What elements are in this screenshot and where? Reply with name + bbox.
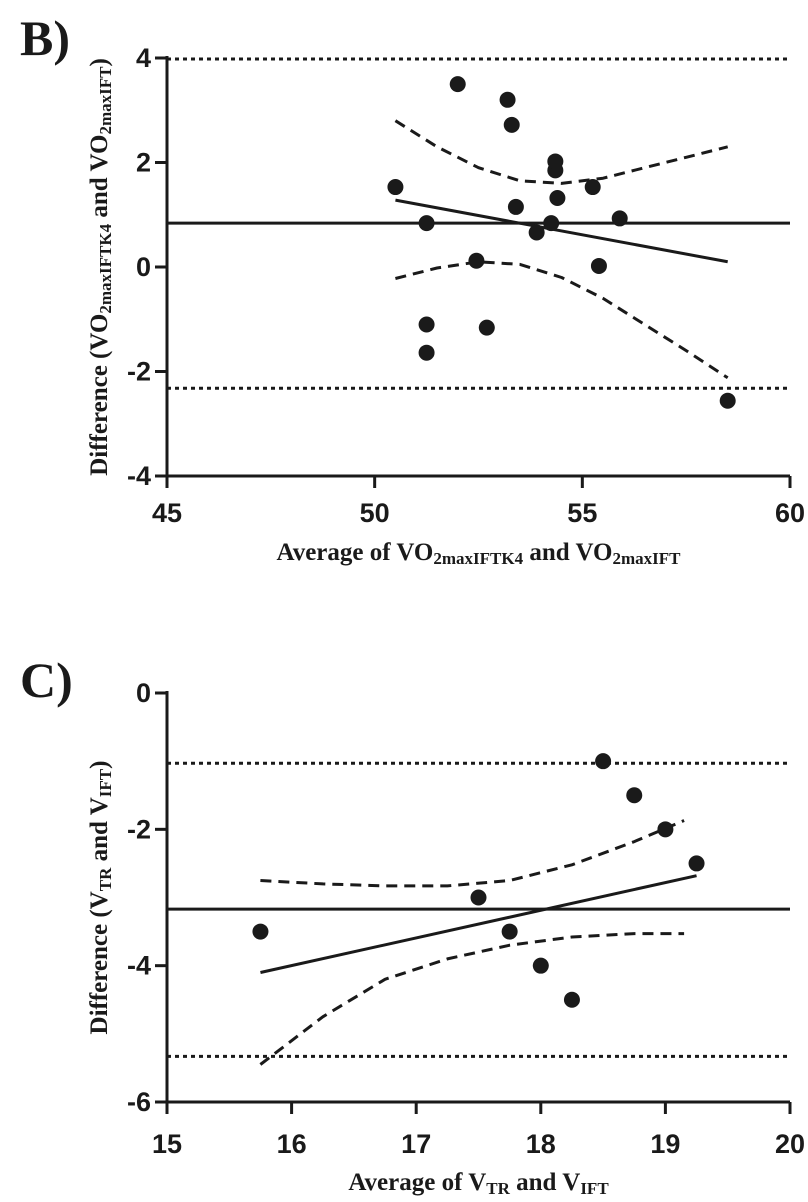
y-tick-label: -4 [127,461,151,491]
data-point [626,787,643,804]
data-point [719,392,736,409]
panel-b: B) 45 50 55 60 -4 -2 0 2 4 Average of VO2maxIFTK4 … [20,10,805,568]
y-tick-label: -2 [127,814,151,844]
data-point [584,179,601,196]
data-point [252,923,269,940]
panel-c: C) 15 16 17 18 19 20 -6 -4 -2 0 Average of VTR and … [20,652,805,1198]
x-tick-label: 20 [775,1129,805,1159]
data-point [507,198,524,215]
y-tick-label: 0 [136,252,151,282]
regression-line [395,198,728,264]
confidence-band-lower [395,260,729,380]
x-tick-label: 17 [401,1129,431,1159]
y-tick-label: 2 [136,148,151,178]
panel-label: C) [20,652,73,708]
y-tick-label: -2 [127,357,151,387]
data-point [611,210,628,227]
x-axis-title: Average of VO2maxIFTK4 and VO2maxIFT [277,539,682,568]
y-tick-label: 0 [136,678,151,708]
y-tick-label: 4 [136,43,151,73]
x-tick-label: 15 [152,1129,182,1159]
data-point [688,855,705,872]
y-axis-title: Difference (VTR and VIFT) [86,761,115,1035]
data-point [449,76,466,93]
data-point [387,179,404,196]
data-point [418,316,435,333]
data-point [595,753,612,770]
data-point [590,257,607,274]
data-point [532,957,549,974]
data-point [543,215,560,232]
data-point [549,190,566,207]
data-point [499,91,516,108]
y-tick-label: -6 [127,1087,151,1117]
x-tick-label: 55 [567,498,597,528]
confidence-band-upper [260,819,685,888]
data-point [503,116,520,133]
data-point [528,224,545,241]
data-point [418,344,435,361]
y-axis-title: Difference (VO2maxIFTK4 and VO2maxIFT) [86,58,115,476]
data-point [501,923,518,940]
data-point [563,991,580,1008]
regression-line [260,874,697,974]
confidence-band-lower [259,932,685,1066]
x-tick-label: 45 [152,498,182,528]
data-point [418,215,435,232]
x-tick-label: 50 [360,498,390,528]
x-tick-label: 60 [775,498,805,528]
x-tick-label: 18 [526,1129,556,1159]
data-point [547,153,564,170]
data-point [657,821,674,838]
x-axis-title: Average of VTR and VIFT [348,1169,609,1198]
x-tick-label: 16 [277,1129,307,1159]
data-point [470,889,487,906]
panel-label: B) [20,10,70,66]
data-point [478,319,495,336]
confidence-band-upper [394,119,729,185]
x-tick-label: 19 [650,1129,680,1159]
data-point [468,252,485,269]
y-tick-label: -4 [127,951,151,981]
